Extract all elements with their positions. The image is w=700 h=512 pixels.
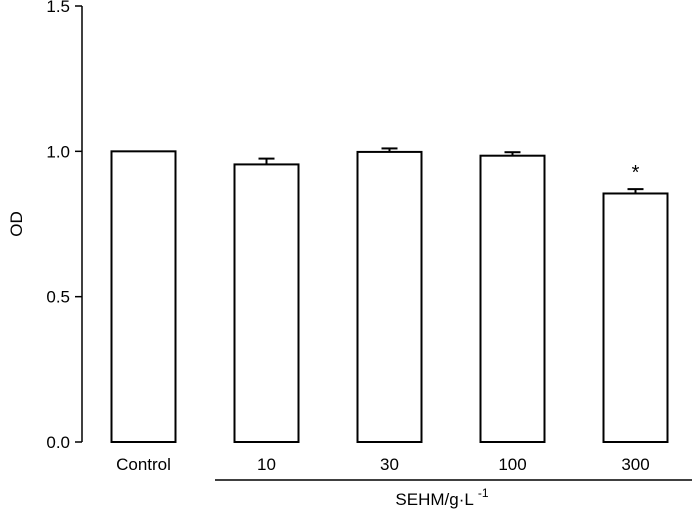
x-tick-label: 10 [257, 455, 276, 474]
y-tick-label: 1.0 [46, 142, 70, 161]
bar-control [110, 150, 177, 443]
y-tick-label: 0.0 [46, 433, 70, 452]
bar-30 [356, 150, 423, 443]
x-axis-title-superscript: -1 [478, 486, 489, 500]
y-axis: 0.0 0.5 1.0 1.5 [46, 0, 83, 452]
y-tick-label: 0.5 [46, 288, 70, 307]
x-axis-title: SEHM/g·L -1 [395, 486, 489, 509]
bar-10 [233, 163, 300, 443]
x-axis: Control 10 30 100 300 [116, 455, 650, 474]
y-tick-label: 1.5 [46, 0, 70, 16]
bars-layer: * [110, 147, 669, 443]
bar-300 [602, 192, 669, 443]
x-tick-label: Control [116, 455, 171, 474]
x-tick-label: 300 [621, 455, 649, 474]
significance-marker: * [632, 162, 640, 184]
x-axis-title-main: SEHM/g·L [395, 490, 473, 509]
x-tick-label: 100 [498, 455, 526, 474]
x-tick-label: 30 [380, 455, 399, 474]
y-axis-title: OD [7, 211, 26, 237]
bar-100 [479, 154, 546, 443]
